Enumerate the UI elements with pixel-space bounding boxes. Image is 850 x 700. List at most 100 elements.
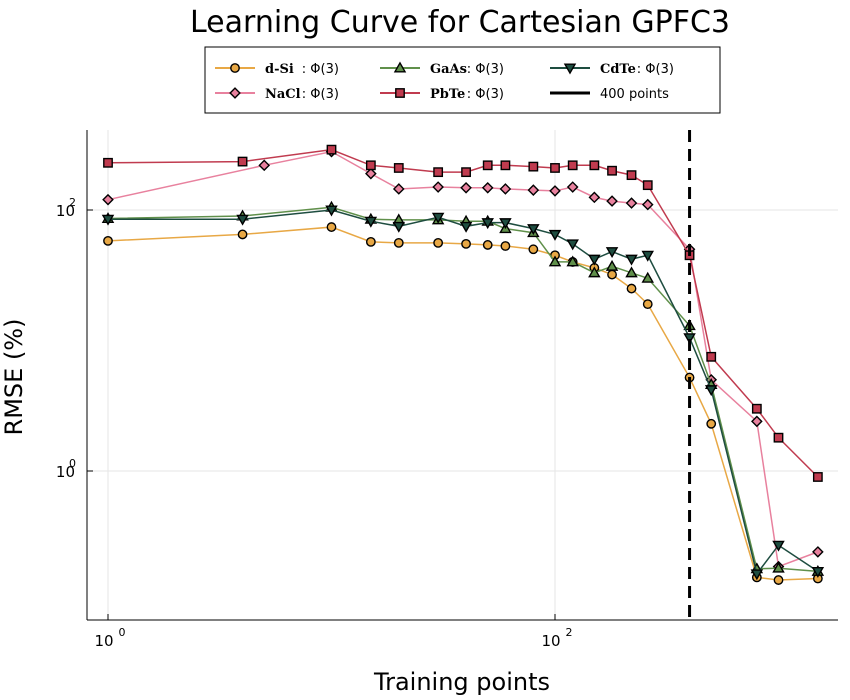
data-point-3-12 [588,254,601,266]
data-point-4-14 [626,170,637,181]
legend-entry-4: PbTe: Φ(3) [380,87,504,102]
series-cdte [101,205,825,581]
data-point-3-4 [392,221,406,233]
data-point-4-3 [365,160,376,171]
data-point-1-8 [499,183,512,195]
data-point-0-15 [642,299,653,310]
data-point-3-18 [750,569,764,581]
data-point-0-19 [773,575,784,585]
gridlines [87,130,838,620]
legend-entry-1: GaAs: Φ(3) [380,61,504,77]
x-tick-label-0: 10 [94,632,113,650]
legend-suffix-3: : Φ(3) [302,87,339,102]
legend-marker-1 [393,61,407,73]
data-point-4-6 [461,167,471,178]
series-layer [101,144,825,585]
data-point-1-4 [392,183,405,195]
data-point-0-14 [626,283,637,294]
data-point-0-6 [461,238,471,249]
legend-suffix-2: : Φ(3) [637,62,674,77]
data-point-0-1 [237,229,248,240]
y-tick-label-0: 10 [56,463,75,481]
series-pbte [103,144,823,482]
legend-suffix-1: : Φ(3) [467,62,504,77]
data-point-0-3 [365,236,376,247]
data-point-1-12 [588,191,601,204]
data-point-2-14 [625,266,638,278]
data-point-1-0 [102,193,114,206]
data-point-1-13 [606,195,618,207]
data-point-1-3 [365,167,377,180]
data-point-0-4 [393,237,404,248]
data-point-4-13 [607,165,617,176]
data-point-4-5 [433,167,444,178]
legend-marker-2 [563,63,577,75]
data-point-4-1 [237,156,248,167]
data-point-4-9 [528,161,539,172]
legend-label-0: d-Si [265,62,294,77]
data-point-1-1 [258,159,271,172]
data-point-3-3 [364,216,378,228]
data-point-4-0 [103,157,113,168]
y-tick-label-1: 10 [56,202,75,220]
legend-suffix-4: : Φ(3) [467,87,504,102]
legend-entry-0: d-Si : Φ(3) [215,62,339,77]
data-point-1-10 [549,185,561,197]
legend-label-4: PbTe [430,87,465,102]
data-point-4-15 [642,180,653,191]
data-point-0-13 [607,269,617,280]
data-point-2-13 [605,259,619,271]
legend-marker-4 [395,88,405,98]
data-point-3-13 [605,247,619,259]
data-point-2-10 [548,255,562,267]
data-point-4-12 [589,160,600,171]
legend-box [204,46,721,114]
data-point-3-19 [772,540,785,552]
data-point-3-20 [811,566,825,578]
data-point-1-18 [751,415,763,428]
data-point-3-16 [683,333,696,345]
data-point-2-11 [566,255,579,267]
data-point-4-2 [326,144,337,155]
legend-entry-3: NaCl: Φ(3) [215,87,339,102]
data-point-1-7 [481,181,494,194]
data-point-0-8 [500,241,511,251]
data-point-0-0 [103,235,113,246]
data-point-3-2 [325,205,338,217]
series-d-si [103,222,823,585]
plot-background [87,130,838,620]
data-point-3-9 [527,224,540,236]
data-point-3-15 [641,250,654,262]
data-point-2-15 [641,271,654,283]
chart-title: Learning Curve for Cartesian GPFC3 [190,5,730,40]
data-point-3-10 [548,229,562,241]
data-point-1-15 [641,198,654,211]
legend-marker-0 [230,63,240,73]
data-point-3-17 [704,385,718,397]
legend-suffix-0: : Φ(3) [302,62,339,77]
data-point-1-11 [566,181,579,193]
x-tick-label-1: 10 [541,632,560,650]
data-point-4-18 [751,403,762,414]
legend-entry-2: CdTe: Φ(3) [550,62,674,77]
legend-entry-5: 400 points [550,87,669,102]
data-point-4-19 [773,432,784,443]
legend-label-2: CdTe [600,62,636,77]
data-point-3-11 [566,239,579,251]
x-axis-label: Training points [373,668,550,696]
data-point-2-19 [772,561,785,573]
legend-label-3: NaCl [265,87,301,102]
data-point-0-9 [528,244,539,255]
data-point-0-5 [433,237,444,248]
data-point-3-7 [481,218,494,230]
y-tick-exponent-1: 2 [69,196,76,209]
data-point-3-1 [236,214,249,226]
data-point-3-8 [499,218,512,230]
plot-area [87,130,838,620]
x-tick-exponent-1: 2 [566,626,573,639]
data-point-4-4 [393,163,404,173]
data-point-3-0 [101,214,115,226]
y-axis-label: RMSE (%) [0,319,28,436]
